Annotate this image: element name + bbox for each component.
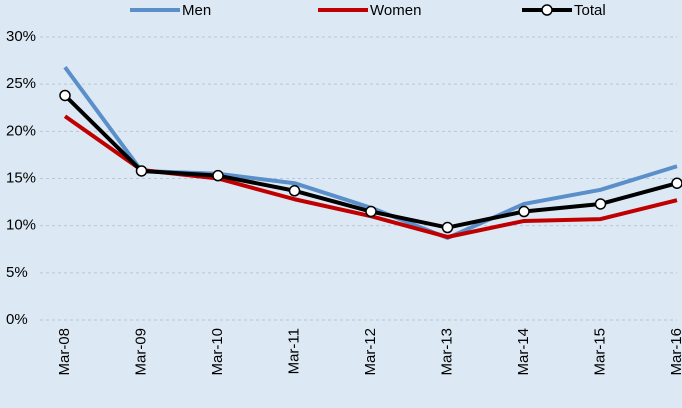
x-tick-label: Mar-09: [132, 328, 149, 376]
y-tick-label: 10%: [6, 217, 36, 234]
x-tick-label: Mar-15: [591, 328, 608, 376]
y-tick-label: 30%: [6, 28, 36, 45]
x-tick-label: Mar-08: [56, 328, 73, 376]
y-tick-label: 15%: [6, 169, 36, 186]
legend-label: Women: [370, 2, 421, 19]
x-tick-label: Mar-11: [285, 328, 302, 374]
point: [671, 177, 682, 189]
y-tick-label: 0%: [6, 311, 28, 328]
point: [594, 198, 607, 210]
y-tick-label: 20%: [6, 122, 36, 139]
legend-label: Total: [574, 2, 606, 19]
point: [59, 89, 71, 102]
y-tick-label: 25%: [6, 75, 36, 92]
point: [212, 169, 224, 182]
x-tick-label: Mar-12: [362, 328, 379, 376]
x-tick-label: Mar-16: [668, 328, 682, 376]
point: [135, 165, 148, 177]
x-tick-label: Mar-10: [209, 328, 226, 376]
point: [518, 205, 530, 218]
legend-label: Men: [182, 2, 211, 19]
x-tick-label: Mar-14: [515, 328, 532, 376]
point: [441, 221, 454, 234]
series-line: [63, 114, 678, 239]
legend-marker: [541, 4, 553, 16]
y-tick-label: 5%: [6, 264, 28, 281]
point: [288, 185, 301, 197]
x-tick-label: Mar-13: [438, 328, 455, 376]
point: [365, 205, 377, 218]
